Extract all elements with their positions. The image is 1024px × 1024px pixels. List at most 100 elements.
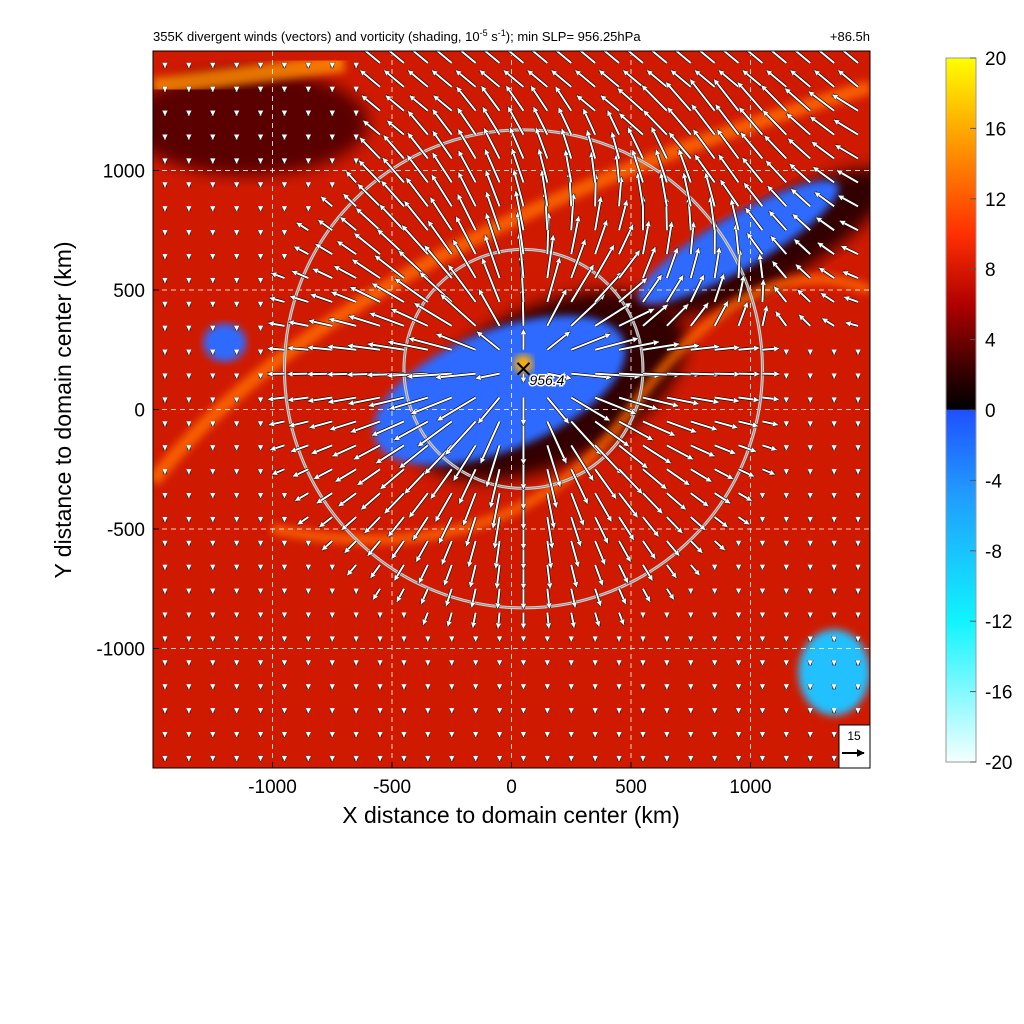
wind-vector — [841, 245, 859, 256]
wind-vector — [455, 217, 477, 255]
wind-vector — [690, 104, 716, 136]
wind-vector — [612, 132, 621, 159]
wind-vector — [343, 193, 357, 208]
wind-vector — [436, 334, 477, 351]
wind-vector — [642, 247, 655, 279]
wind-vector — [618, 468, 644, 493]
wind-vector — [690, 492, 709, 508]
wind-vector — [557, 108, 573, 136]
wind-vector — [331, 292, 357, 303]
wind-vector — [618, 612, 624, 625]
wind-vector — [695, 69, 716, 88]
wind-vector — [483, 51, 501, 64]
wind-vector — [409, 94, 429, 112]
wind-vector — [737, 516, 750, 526]
wind-vector — [432, 69, 453, 88]
wind-vector — [431, 109, 453, 136]
wind-vector — [420, 588, 429, 604]
wind-vector — [348, 396, 381, 404]
wind-vector — [842, 51, 859, 64]
wind-vector — [334, 265, 357, 279]
wind-vector — [796, 263, 811, 279]
wind-vector — [812, 141, 835, 160]
wind-vector — [770, 51, 787, 64]
wind-vector — [485, 235, 501, 279]
wind-vector — [719, 180, 740, 207]
wind-vector — [366, 540, 381, 556]
wind-vector — [431, 153, 453, 183]
wind-vector — [546, 421, 568, 463]
wind-vector — [480, 86, 501, 112]
wind-vector — [744, 208, 764, 231]
wind-vector — [399, 444, 429, 469]
wind-vector — [430, 175, 453, 207]
wind-vector — [297, 516, 309, 526]
wind-vector — [594, 468, 618, 499]
wind-vector — [713, 540, 725, 551]
wind-vector — [668, 133, 692, 160]
wind-vector — [790, 163, 811, 184]
wind-vector — [642, 420, 675, 437]
wind-vector — [411, 396, 453, 414]
wind-vector — [594, 338, 638, 351]
wind-vector — [642, 588, 652, 602]
wind-vector — [289, 420, 309, 426]
wind-vector — [762, 398, 779, 400]
wind-vector — [838, 69, 859, 88]
plot-area: 956.4 — [153, 51, 870, 768]
wind-vector — [594, 540, 606, 565]
wind-vector — [394, 420, 429, 441]
wind-vector — [594, 420, 629, 448]
wind-vector — [746, 51, 764, 64]
wind-vector — [434, 492, 453, 521]
wind-vector — [739, 249, 740, 279]
wind-vector — [418, 420, 453, 448]
wind-vector — [505, 86, 525, 112]
wind-vector — [809, 90, 835, 112]
wind-vector — [570, 444, 595, 480]
wind-vector — [319, 516, 333, 528]
negative-vorticity-patch — [203, 323, 247, 362]
wind-vector — [714, 444, 736, 453]
wind-vector — [497, 588, 499, 609]
x-tick-label: 0 — [506, 777, 517, 798]
wind-vector — [294, 245, 309, 256]
wind-vector — [666, 492, 686, 511]
wind-vector — [838, 194, 859, 208]
wind-vector — [527, 69, 548, 88]
wind-vector — [494, 516, 501, 548]
y-tick-label: 1000 — [103, 162, 145, 183]
wind-vector — [411, 51, 429, 64]
wind-vector — [618, 564, 629, 583]
wind-vector — [762, 444, 776, 450]
wind-vector — [706, 173, 716, 207]
wind-vector — [618, 588, 627, 604]
wind-vector — [358, 184, 381, 208]
wind-vector — [843, 270, 859, 279]
storm-core — [513, 354, 534, 374]
wind-vector — [618, 277, 647, 303]
wind-vector — [791, 188, 811, 208]
wind-vector — [738, 444, 757, 451]
wind-vector — [435, 51, 453, 64]
wind-vector — [623, 69, 644, 88]
wind-vector — [618, 540, 632, 562]
wind-vector — [268, 323, 285, 326]
wind-vector — [845, 323, 859, 327]
wind-vector — [547, 588, 549, 609]
wind-vector — [594, 612, 599, 627]
colorbar-tick-label: -12 — [985, 612, 1012, 633]
wind-vector — [619, 112, 644, 136]
wind-vector — [554, 87, 573, 112]
wind-vector — [666, 444, 693, 461]
wind-vector — [350, 286, 381, 303]
wind-vector — [594, 516, 609, 543]
wind-vector — [368, 344, 405, 351]
wind-vector — [363, 119, 381, 136]
wind-vector — [713, 301, 729, 327]
x-tick-label: 500 — [615, 777, 647, 798]
wind-vector — [475, 372, 500, 379]
colorbar-tick-label: -8 — [985, 542, 1002, 563]
wind-vector — [447, 265, 477, 303]
wind-vector — [717, 155, 740, 184]
